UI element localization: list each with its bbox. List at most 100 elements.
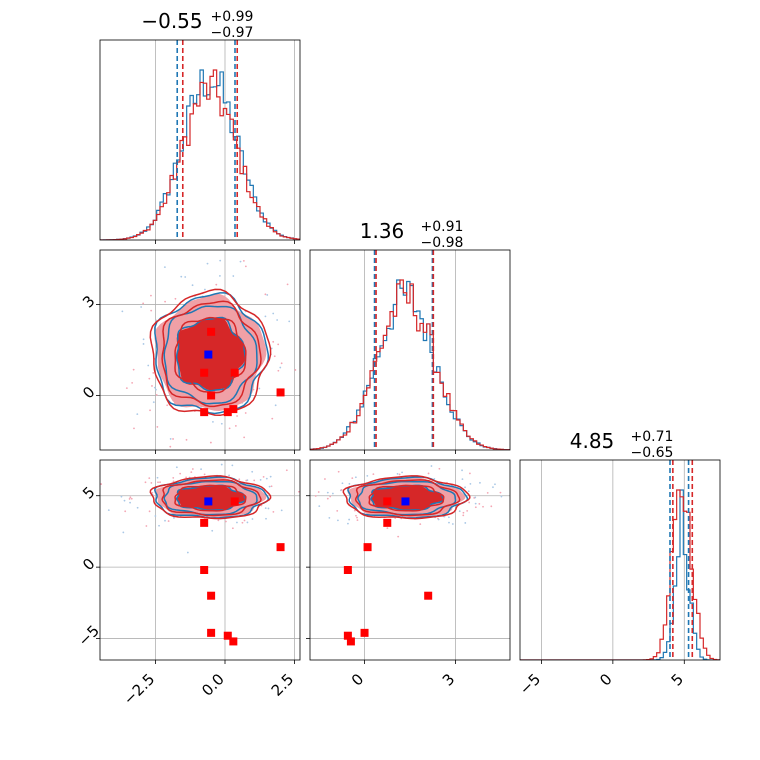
red-marker	[383, 518, 392, 527]
contour-line-blue	[175, 316, 247, 392]
sample-dot	[348, 518, 351, 521]
sample-dot	[184, 276, 187, 278]
sample-dot	[236, 521, 238, 524]
sample-dot	[163, 266, 166, 268]
sample-dot	[120, 495, 123, 498]
sample-dot	[76, 307, 78, 309]
sample-dot	[270, 347, 273, 350]
sample-dot	[479, 481, 481, 484]
panel-title-upper: +0.99	[211, 9, 254, 25]
sample-dot	[140, 306, 143, 308]
x-tick-label: −5	[516, 670, 544, 698]
red-marker	[276, 543, 285, 552]
sample-dot	[279, 366, 282, 369]
hist-panel-1: −0.55 +0.99−0.97	[99, 9, 301, 244]
red-marker	[363, 543, 372, 552]
red-marker	[230, 497, 239, 506]
sample-dot	[326, 491, 329, 494]
sample-dot	[448, 516, 450, 519]
sample-dot	[148, 377, 151, 380]
sample-dot	[427, 472, 430, 475]
red-marker	[229, 637, 238, 646]
sample-dot	[462, 514, 465, 517]
sample-dot	[451, 523, 454, 525]
sample-dot	[149, 409, 151, 412]
sample-dot	[356, 519, 359, 522]
sample-dot	[200, 468, 202, 471]
histogram-red	[310, 279, 510, 450]
sample-dot	[239, 260, 242, 263]
sample-dot	[276, 319, 279, 321]
contour-line-blue	[163, 305, 258, 405]
sample-dot	[128, 498, 131, 500]
sample-dot	[186, 551, 189, 554]
red-marker	[200, 368, 209, 377]
sample-dot	[326, 497, 329, 500]
sample-dot	[244, 412, 247, 414]
sample-dot	[274, 404, 277, 407]
sample-dot	[366, 474, 369, 477]
sample-dot	[269, 475, 272, 478]
sample-dot	[266, 294, 269, 296]
y-tick-label: 0	[79, 555, 98, 574]
sample-dot	[272, 312, 275, 315]
sample-dot	[211, 529, 214, 532]
sample-dot	[185, 438, 188, 441]
sample-dot	[262, 475, 265, 478]
red-marker	[229, 405, 238, 414]
contour-line-red	[161, 300, 262, 408]
blue-marker	[401, 497, 410, 506]
sample-dot	[486, 491, 489, 494]
histogram-red	[100, 69, 300, 240]
sample-dot	[156, 476, 159, 479]
sample-dot	[125, 387, 128, 389]
sample-dot	[142, 343, 145, 345]
red-marker	[424, 591, 433, 600]
blue-marker	[204, 497, 213, 506]
sample-dot	[328, 516, 331, 519]
sample-dot	[158, 524, 160, 527]
sample-dot	[219, 259, 222, 262]
sample-dot	[318, 505, 321, 507]
sample-dot	[130, 497, 133, 500]
y-tick-label: −5	[75, 622, 103, 650]
panel-title-lower: −0.65	[631, 445, 674, 461]
sample-dot	[251, 470, 254, 473]
sample-dot	[220, 463, 223, 466]
sample-dot	[438, 467, 441, 470]
sample-dot	[206, 262, 209, 265]
sample-dot	[336, 509, 339, 512]
sample-dot	[190, 471, 193, 474]
sample-dot	[238, 478, 241, 481]
sample-dot	[499, 491, 502, 494]
hist-panel-3: 4.85 +0.71−0.65	[519, 429, 721, 664]
sample-dot	[272, 511, 275, 513]
sample-dot	[164, 519, 166, 522]
sample-dot	[329, 495, 332, 498]
panel-title-lower: −0.98	[421, 235, 464, 251]
sample-dot	[294, 369, 297, 371]
sample-dot	[175, 466, 178, 469]
sample-dot	[348, 482, 351, 485]
sample-dot	[474, 506, 477, 509]
sample-dot	[242, 260, 245, 262]
sample-dot	[280, 362, 283, 365]
sample-dot	[355, 514, 357, 517]
sample-dot	[271, 417, 274, 420]
x-tick-label: 0	[596, 670, 615, 689]
sample-dot	[203, 473, 206, 476]
panel-title-upper: +0.71	[631, 429, 674, 445]
sample-dot	[174, 297, 177, 300]
sample-dot	[150, 482, 153, 484]
sample-dot	[147, 364, 150, 367]
sample-dot	[173, 517, 175, 519]
sample-dot	[259, 478, 262, 481]
panel-title-lower: −0.97	[211, 25, 254, 41]
sample-dot	[179, 472, 182, 475]
sample-dot	[157, 481, 159, 484]
sample-dot	[337, 470, 340, 473]
sample-dot	[340, 489, 343, 491]
sample-dot	[169, 445, 172, 448]
sample-dot	[236, 415, 238, 417]
sample-dot	[150, 309, 153, 312]
